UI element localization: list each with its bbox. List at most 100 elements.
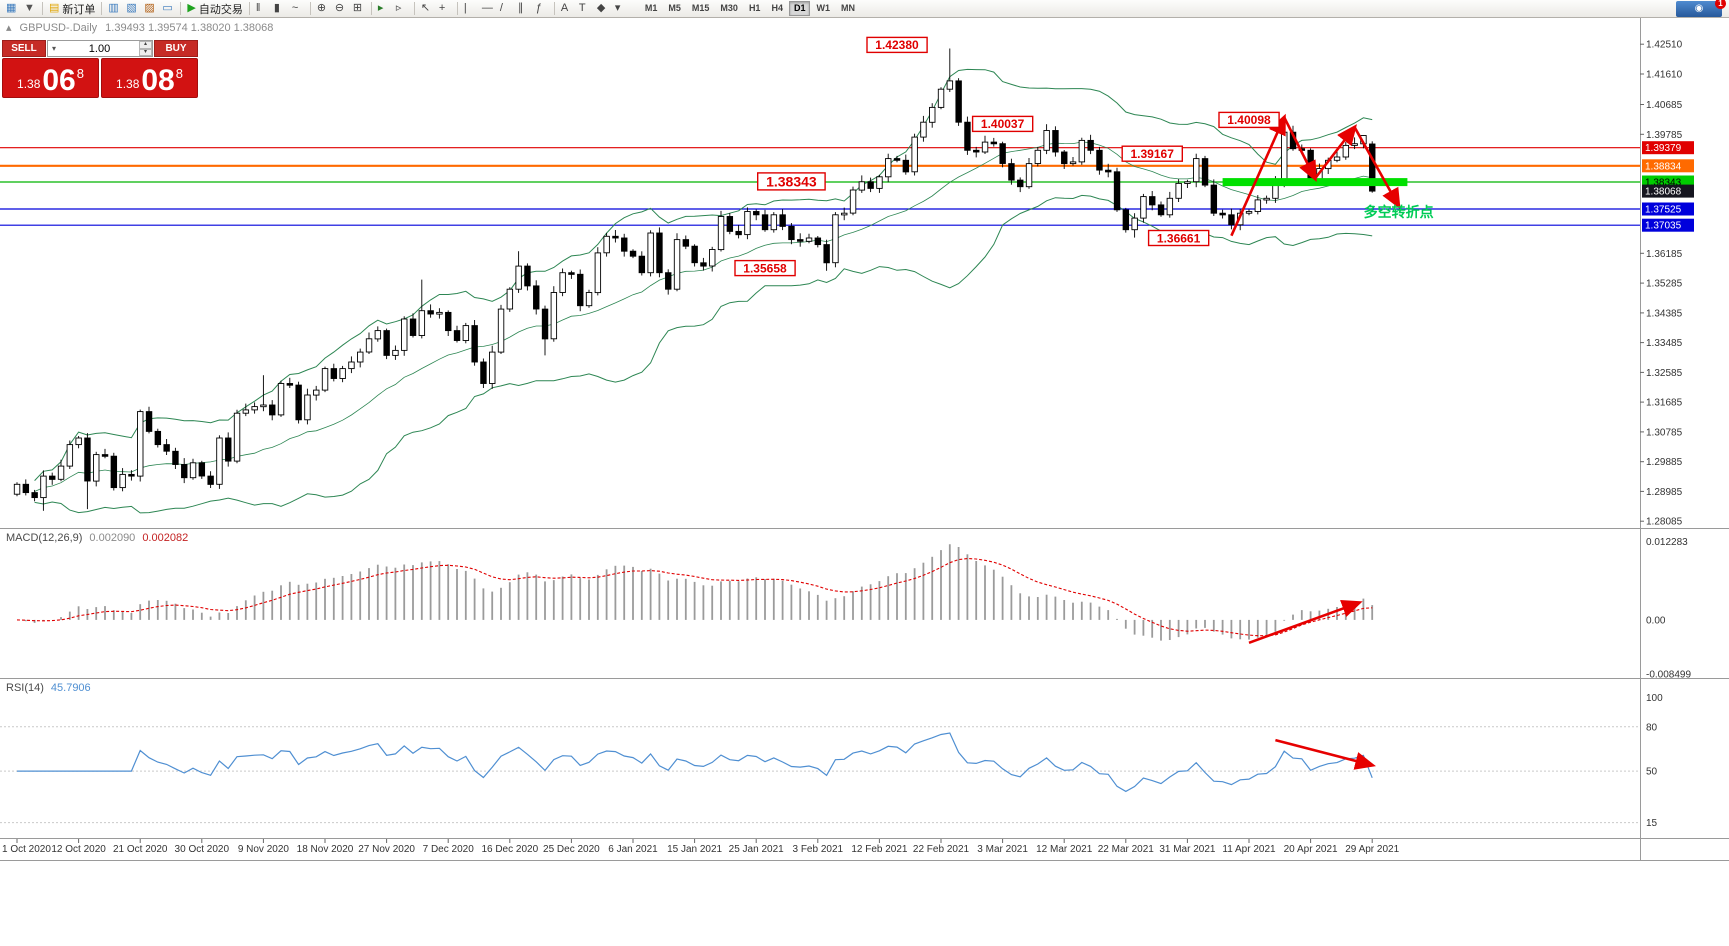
rsi-line xyxy=(17,732,1373,793)
navigator-button[interactable]: ▨ xyxy=(141,1,159,17)
svg-text:1.40037: 1.40037 xyxy=(981,117,1025,131)
macd-value-main: 0.002090 xyxy=(89,532,136,544)
label-button[interactable]: T xyxy=(576,1,594,17)
new-order-button[interactable]: ▤ 新订单 xyxy=(46,1,98,17)
volume-value: 1.00 xyxy=(88,42,111,55)
timeframe-mn[interactable]: MN xyxy=(836,1,860,16)
svg-text:12 Oct 2020: 12 Oct 2020 xyxy=(51,844,106,855)
timeframe-m1[interactable]: M1 xyxy=(640,1,663,16)
svg-text:1.41610: 1.41610 xyxy=(1646,70,1683,81)
buy-big-figure: 1.38 xyxy=(116,77,140,91)
timeframe-h1[interactable]: H1 xyxy=(744,1,766,16)
arrows-objects-button-icon: ◆ xyxy=(596,2,606,14)
buy-price-panel[interactable]: 1.38 08 8 xyxy=(101,58,198,98)
zoom-out-button[interactable]: ⊖ xyxy=(332,1,350,17)
cursor-button[interactable]: ↖ xyxy=(418,1,436,17)
data-window-button[interactable]: ▧ xyxy=(123,1,141,17)
symbol-name: GBPUSD-.Daily xyxy=(19,21,98,34)
bars-view-button[interactable]: ‖ xyxy=(253,1,271,17)
timeframe-h4[interactable]: H4 xyxy=(766,1,788,16)
zoom-in-button[interactable]: ⊕ xyxy=(314,1,332,17)
timeframe-w1[interactable]: W1 xyxy=(811,1,835,16)
svg-text:1.36185: 1.36185 xyxy=(1646,249,1683,260)
main-toolbar: ▦ ▼ ▤ 新订单 ▥ ▧ ▨ ▭ ▶ 自动交易 ‖ ▮ ~ ⊕ ⊖ ⊞ ▸ ▹ ↖ + | — / ∥ ƒ A T ◆ ▾ M1 M5 M… xyxy=(0,0,1729,18)
timeframe-d1[interactable]: D1 xyxy=(788,1,811,16)
terminal-button-icon: ▭ xyxy=(162,2,173,14)
sell-big-figure: 1.38 xyxy=(17,77,41,91)
volume-dropdown-icon[interactable]: ▾ xyxy=(51,44,56,53)
svg-text:3 Mar 2021: 3 Mar 2021 xyxy=(977,844,1028,855)
objects-dropdown[interactable]: ▾ xyxy=(612,1,630,17)
timeframe-m5[interactable]: M5 xyxy=(663,1,686,16)
svg-text:-0.008499: -0.008499 xyxy=(1646,670,1691,681)
trade-prices-row: 1.38 06 8 1.38 08 8 xyxy=(2,58,198,98)
crosshair-button-icon: + xyxy=(438,2,446,14)
terminal-button[interactable]: ▭ xyxy=(159,1,177,17)
trade-controls-row: SELL ▾ 1.00 ▴ ▾ BUY xyxy=(2,40,198,57)
toolbar-separator xyxy=(248,2,250,15)
svg-text:1.32585: 1.32585 xyxy=(1646,368,1683,379)
horizontal-line-button[interactable]: — xyxy=(479,1,497,17)
crosshair-button[interactable]: + xyxy=(436,1,454,17)
trendline-button-icon: / xyxy=(499,2,503,14)
svg-text:21 Oct 2020: 21 Oct 2020 xyxy=(113,844,168,855)
timeframe-bar: M1 M5 M15 M30 H1 H4 D1 W1 MN xyxy=(640,1,860,16)
svg-text:6 Jan 2021: 6 Jan 2021 xyxy=(608,844,658,855)
sell-button[interactable]: SELL xyxy=(2,40,46,57)
autotrading-button[interactable]: ▶ 自动交易 xyxy=(184,1,245,17)
svg-text:1.33485: 1.33485 xyxy=(1646,338,1683,349)
sell-price-panel[interactable]: 1.38 06 8 xyxy=(2,58,99,98)
market-watch-button[interactable]: ▥ xyxy=(105,1,123,17)
chart-profiles-button[interactable]: ▼ xyxy=(21,1,39,17)
chart-title: ▴ GBPUSD-.Daily 1.39493 1.39574 1.38020 … xyxy=(6,21,273,35)
data-window-button-icon: ▧ xyxy=(126,2,137,14)
sell-pipette: 8 xyxy=(76,66,84,81)
tile-windows-button[interactable]: ⊞ xyxy=(350,1,368,17)
line-view-button[interactable]: ~ xyxy=(289,1,307,17)
svg-text:1.30785: 1.30785 xyxy=(1646,427,1683,438)
buy-button[interactable]: BUY xyxy=(154,40,198,57)
timeframe-m15[interactable]: M15 xyxy=(687,1,715,16)
text-button[interactable]: A xyxy=(558,1,576,17)
horizontal-levels xyxy=(0,147,1640,226)
svg-text:25 Dec 2020: 25 Dec 2020 xyxy=(543,844,600,855)
fibonacci-button-icon: ƒ xyxy=(535,2,542,14)
svg-text:1.38343: 1.38343 xyxy=(1645,178,1682,189)
buy-pipette: 8 xyxy=(175,66,183,81)
notifications-panel[interactable]: ◉ 1 xyxy=(1676,0,1726,17)
auto-scroll-button[interactable]: ▸ xyxy=(375,1,393,17)
svg-text:0.00: 0.00 xyxy=(1646,615,1666,626)
fibonacci-button[interactable]: ƒ xyxy=(533,1,551,17)
svg-text:30 Oct 2020: 30 Oct 2020 xyxy=(175,844,230,855)
arrows-objects-button[interactable]: ◆ xyxy=(594,1,612,17)
channel-button[interactable]: ∥ xyxy=(515,1,533,17)
svg-text:22 Mar 2021: 22 Mar 2021 xyxy=(1098,844,1155,855)
macd-axis: 0.012283 0.00 -0.008499 xyxy=(1646,537,1691,680)
volume-field[interactable]: ▾ 1.00 ▴ ▾ xyxy=(47,40,153,57)
macd-histogram xyxy=(24,544,1374,641)
timeframe-m30[interactable]: M30 xyxy=(715,1,743,16)
chart-shift-button[interactable]: ▹ xyxy=(393,1,411,17)
volume-up-button[interactable]: ▴ xyxy=(139,41,152,49)
vertical-line-button-icon: | xyxy=(463,2,467,14)
horizontal-line-button-icon: — xyxy=(481,2,493,14)
svg-text:1.31685: 1.31685 xyxy=(1646,398,1683,409)
vertical-line-button[interactable]: | xyxy=(461,1,479,17)
trendline-button[interactable]: / xyxy=(497,1,515,17)
tile-windows-button-icon: ⊞ xyxy=(352,2,363,14)
new-order-button-icon: ▤ xyxy=(49,2,60,14)
svg-text:1.29885: 1.29885 xyxy=(1646,457,1683,468)
channel-button-icon: ∥ xyxy=(517,2,524,14)
svg-text:1.36661: 1.36661 xyxy=(1157,231,1201,245)
new-chart-button[interactable]: ▦ xyxy=(3,1,21,17)
svg-text:1.39785: 1.39785 xyxy=(1646,130,1683,141)
candles-view-button[interactable]: ▮ xyxy=(271,1,289,17)
volume-down-button[interactable]: ▾ xyxy=(139,48,152,56)
toolbar-separator xyxy=(456,2,458,15)
rsi-levels xyxy=(0,726,1640,824)
macd-value-signal: 0.002082 xyxy=(142,532,189,544)
svg-text:1.39167: 1.39167 xyxy=(1131,147,1175,161)
svg-text:12 Mar 2021: 12 Mar 2021 xyxy=(1036,844,1093,855)
notification-badge: 1 xyxy=(1715,0,1726,9)
